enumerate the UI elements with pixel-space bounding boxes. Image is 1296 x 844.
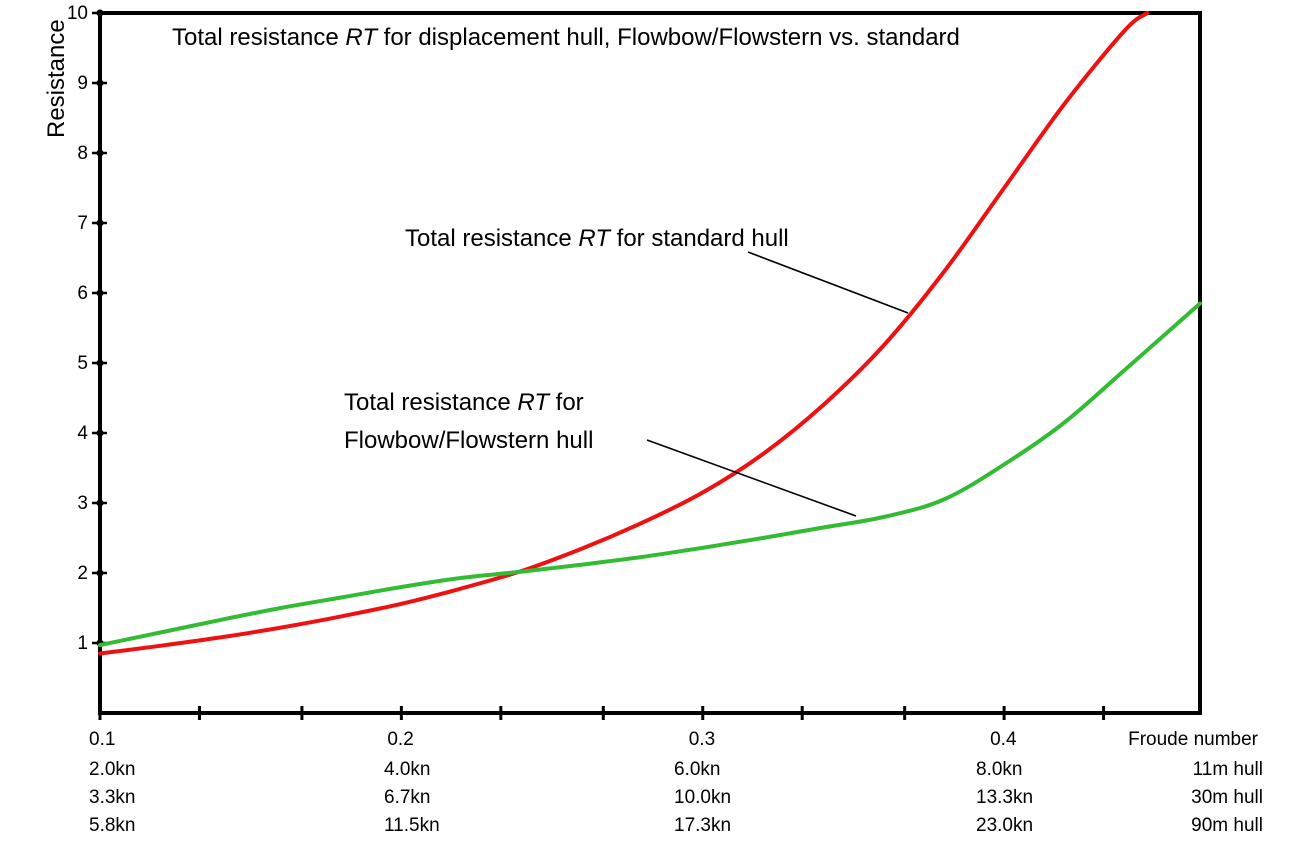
y-tick-dot — [96, 429, 104, 437]
y-tick-dot — [96, 289, 104, 297]
x-axis-label: Froude number — [1128, 729, 1259, 750]
chart-title: Total resistance RT for displacement hul… — [172, 24, 960, 51]
y-tick-label: 7 — [77, 213, 88, 234]
y-tick-label: 5 — [77, 353, 88, 374]
speed-value: 8.0kn — [976, 759, 1022, 780]
speed-value: 4.0kn — [384, 759, 430, 780]
x-tick-label: 0.3 — [689, 729, 715, 750]
x-tick-label: 0.2 — [387, 729, 413, 750]
series-layer — [98, 11, 1202, 656]
speed-value: 3.3kn — [89, 787, 135, 808]
plot-frame — [98, 11, 1202, 715]
y-tick-dot — [96, 359, 104, 367]
y-tick-dot — [96, 499, 104, 507]
speed-row-label: 11m hull — [1193, 759, 1263, 780]
speed-value: 5.8kn — [89, 815, 135, 836]
speed-row-label: 90m hull — [1191, 815, 1263, 836]
speed-value: 17.3kn — [674, 815, 731, 836]
y-tick-dot — [96, 569, 104, 577]
speed-rows: 2.0kn 4.0kn 6.0kn 8.0kn 11m hull 3.3kn 6.7kn 10… — [89, 759, 1263, 836]
y-tick-label: 6 — [77, 283, 88, 304]
y-tick-label: 2 — [77, 563, 88, 584]
series-line-standard-hull — [98, 11, 1150, 656]
y-tick-label: 10 — [67, 3, 88, 24]
y-tick-dot — [96, 9, 104, 17]
speed-value: 6.0kn — [674, 759, 720, 780]
y-tick-label: 4 — [77, 423, 88, 444]
x-tick-label: 0.1 — [89, 729, 115, 750]
annotation-standard-leader — [747, 251, 909, 314]
annotation-flowbow-leader — [646, 439, 857, 517]
x-tick-labels: 0.1 0.2 0.3 0.4 — [89, 729, 1017, 750]
speed-value: 2.0kn — [89, 759, 135, 780]
y-tick-dot — [96, 149, 104, 157]
annotation-standard-hull: Total resistance RT for standard hull — [405, 225, 789, 252]
x-tick-label: 0.4 — [990, 729, 1017, 750]
speed-row-label: 30m hull — [1191, 787, 1263, 808]
annotation-flowbow-hull-line2: Flowbow/Flowstern hull — [344, 427, 593, 454]
series-line-flowbow-hull — [98, 301, 1202, 648]
speed-value: 6.7kn — [384, 787, 430, 808]
speed-value: 10.0kn — [674, 787, 731, 808]
y-tick-label: 3 — [77, 493, 88, 514]
speed-value: 23.0kn — [976, 815, 1033, 836]
y-tick-label: 8 — [77, 143, 88, 164]
speed-value: 11.5kn — [384, 815, 440, 836]
y-tick-label: 1 — [77, 633, 88, 654]
y-tick-dot — [96, 79, 104, 87]
y-axis-ticks: 1 2 3 4 5 6 7 8 9 10 — [67, 3, 107, 654]
y-axis-label: Resistance — [43, 19, 70, 138]
x-axis-ticks — [98, 706, 1106, 720]
y-tick-dot — [96, 219, 104, 227]
speed-value: 13.3kn — [976, 787, 1033, 808]
y-tick-label: 9 — [77, 73, 88, 94]
annotation-flowbow-hull-line1: Total resistance RT for — [344, 389, 584, 416]
